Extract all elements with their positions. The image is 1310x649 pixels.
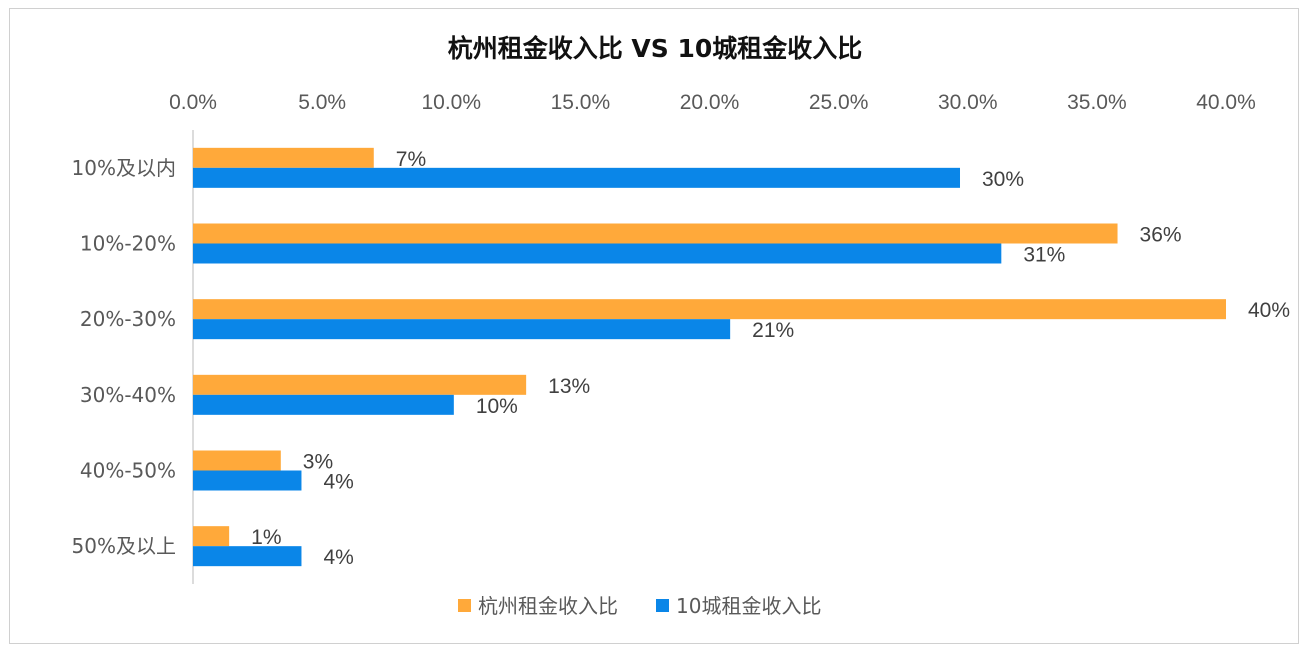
legend: 杭州租金收入比 10城租金收入比 xyxy=(458,594,821,618)
bar-hangzhou xyxy=(193,147,374,168)
data-label: 4% xyxy=(323,546,353,569)
legend-label: 10城租金收入比 xyxy=(676,594,821,618)
category-label: 10%-20% xyxy=(80,232,176,256)
data-label: 31% xyxy=(1023,244,1065,267)
x-tick-label: 40.0% xyxy=(1196,91,1256,114)
data-label: 4% xyxy=(323,471,353,494)
data-label: 3% xyxy=(303,451,333,474)
bar-hangzhou xyxy=(193,299,1226,320)
bar-ten-cities xyxy=(193,319,731,340)
bar-hangzhou xyxy=(193,450,281,471)
x-tick-label: 25.0% xyxy=(809,91,869,114)
legend-label: 杭州租金收入比 xyxy=(478,594,618,618)
x-tick-label: 0.0% xyxy=(169,91,217,114)
data-label: 7% xyxy=(396,148,426,171)
x-axis-ticks: 0.0% 5.0% 10.0% 15.0% 20.0% 25.0% 30.0% 35.0% 40… xyxy=(169,91,1256,114)
x-tick-label: 20.0% xyxy=(680,91,740,114)
category-label: 40%-50% xyxy=(80,459,176,483)
data-label: 30% xyxy=(982,168,1024,191)
bar-ten-cities xyxy=(193,394,454,415)
category-label: 30%-40% xyxy=(80,383,176,407)
x-tick-label: 10.0% xyxy=(421,91,481,114)
data-label: 1% xyxy=(251,526,281,549)
bars: 7%30%36%31%40%21%13%10%3%4%1%4% xyxy=(193,147,1290,569)
data-label: 21% xyxy=(752,319,794,342)
bar-ten-cities xyxy=(193,167,961,188)
category-label: 50%及以上 xyxy=(72,534,176,558)
bar-hangzhou xyxy=(193,374,527,395)
bar-hangzhou xyxy=(193,223,1118,244)
x-tick-label: 5.0% xyxy=(298,91,346,114)
data-label: 13% xyxy=(548,375,590,398)
bar-ten-cities xyxy=(193,470,302,491)
category-label: 20%-30% xyxy=(80,307,176,331)
bar-hangzhou xyxy=(193,526,230,547)
bar-ten-cities xyxy=(193,243,1002,264)
chart-title: 杭州租金收入比 VS 10城租金收入比 xyxy=(448,34,863,63)
x-tick-label: 35.0% xyxy=(1067,91,1127,114)
legend-swatch xyxy=(458,599,471,612)
category-labels: 10%及以内 10%-20% 20%-30% 30%-40% 40%-50% 50%及以上 xyxy=(72,156,176,558)
data-label: 36% xyxy=(1140,224,1182,247)
bar-ten-cities xyxy=(193,546,302,567)
legend-swatch xyxy=(656,599,669,612)
x-tick-label: 30.0% xyxy=(938,91,998,114)
category-label: 10%及以内 xyxy=(72,156,176,180)
data-label: 40% xyxy=(1248,299,1290,322)
x-tick-label: 15.0% xyxy=(551,91,611,114)
data-label: 10% xyxy=(476,395,518,418)
